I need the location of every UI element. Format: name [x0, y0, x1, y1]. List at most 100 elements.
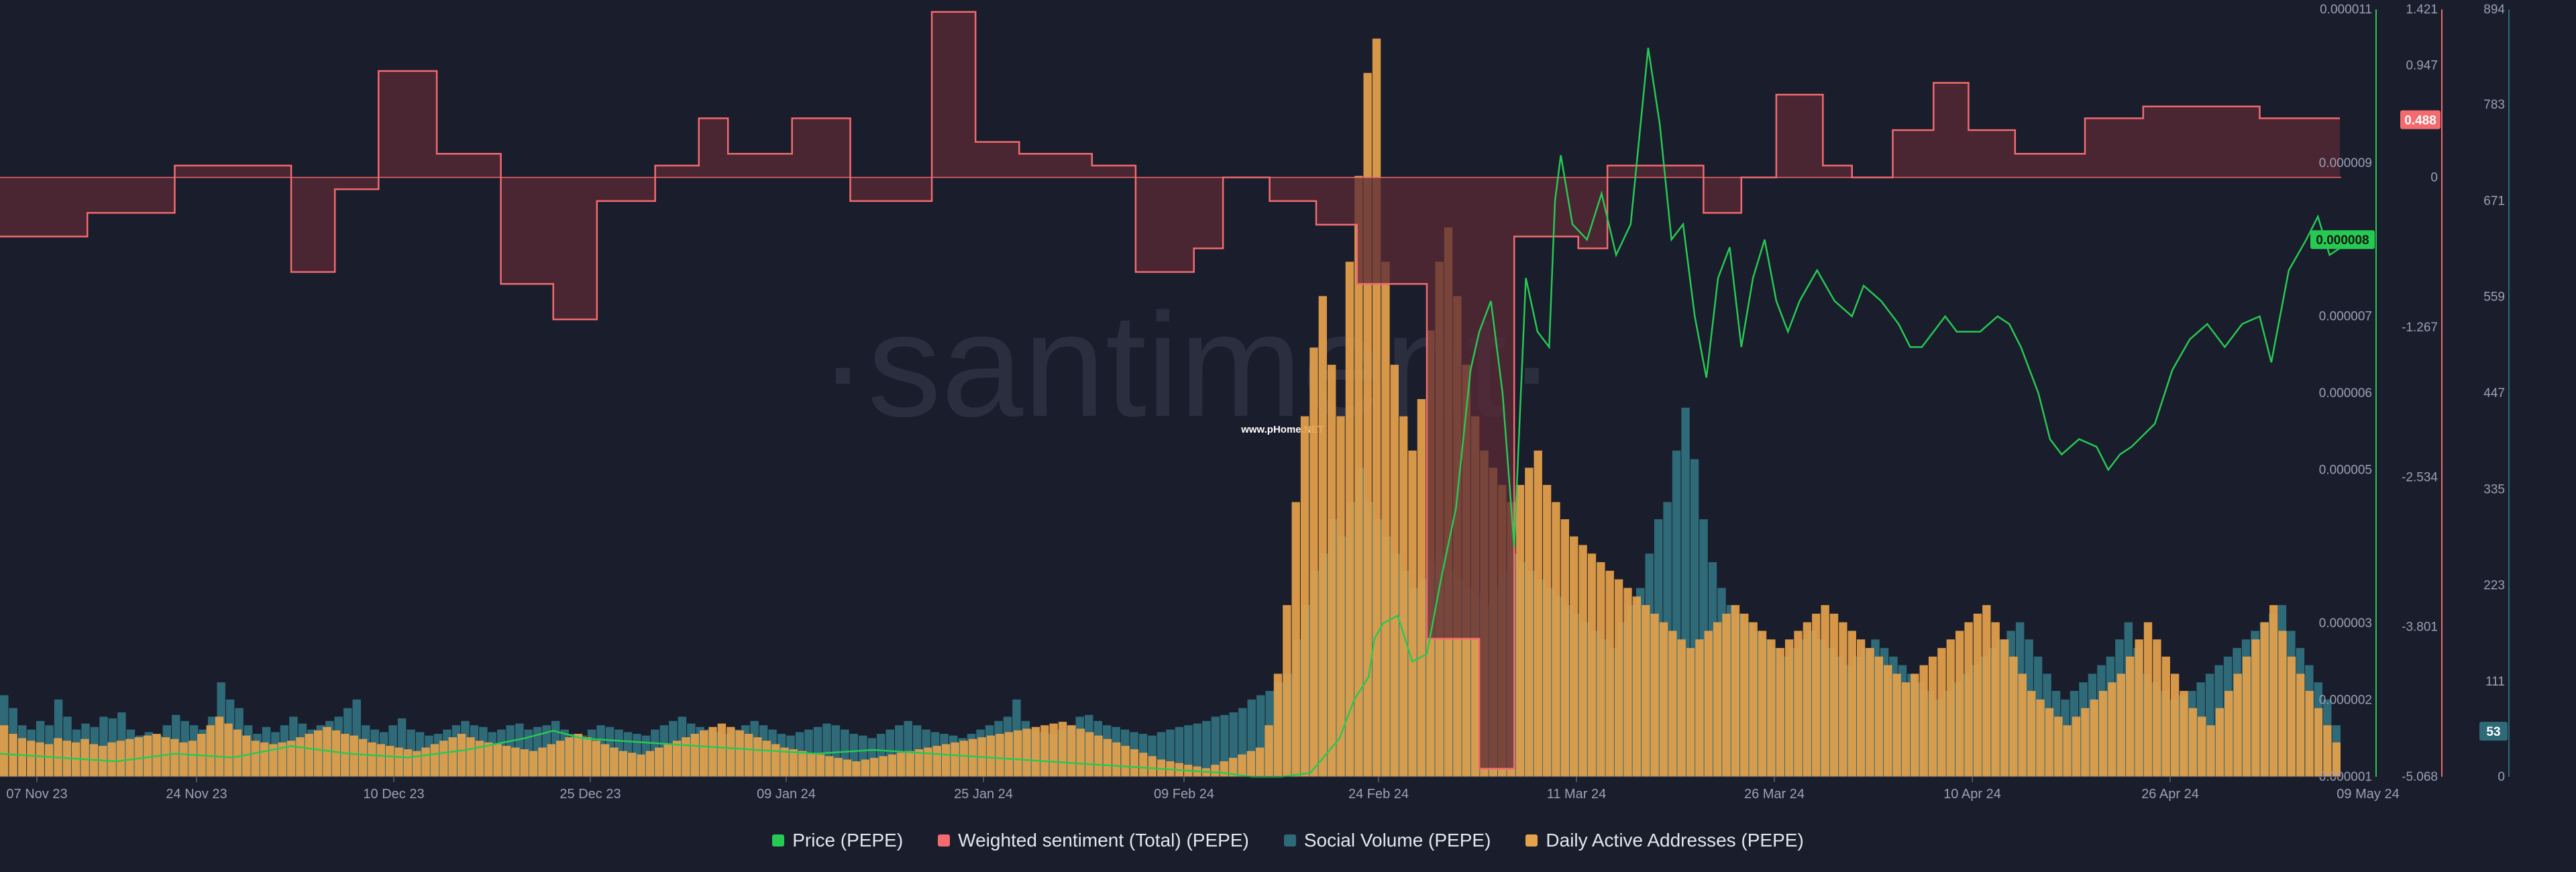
daily-active-addresses-bar: [690, 734, 699, 777]
daily-active-addresses-bar: [1076, 728, 1085, 777]
daily-active-addresses-bar: [475, 741, 484, 777]
daily-active-addresses-bar: [717, 723, 727, 777]
daily-active-addresses-bar: [1372, 38, 1381, 777]
daily-active-addresses-bar: [1381, 262, 1390, 777]
price-axis-tick: 0.000007: [2319, 310, 2372, 324]
daily-active-addresses-bar: [2090, 699, 2098, 777]
daily-active-addresses-bar: [1955, 631, 1964, 777]
daily-active-addresses-bar: [1067, 725, 1076, 777]
daily-active-addresses-bar: [834, 757, 843, 777]
daily-active-addresses-bar: [870, 757, 879, 777]
daily-active-addresses-bar: [278, 742, 286, 777]
daily-active-addresses-bar: [71, 742, 80, 777]
daily-active-addresses-bar: [520, 749, 529, 777]
daily-active-addresses-bar: [1345, 262, 1354, 777]
daily-active-addresses-bar: [2126, 656, 2135, 777]
daily-active-addresses-bar: [331, 730, 341, 777]
daily-active-addresses-bar: [1668, 631, 1677, 777]
daily-active-addresses-bar: [2000, 639, 2009, 777]
x-axis-tick: 07 Nov 23: [6, 787, 67, 802]
social-volume-bar: [1211, 716, 1220, 777]
chart-legend: Price (PEPE) Weighted sentiment (Total) …: [0, 824, 2576, 857]
daily-active-addresses-bar: [1094, 735, 1103, 777]
price-current-badge: [2310, 230, 2375, 250]
x-axis-tick: 09 Feb 24: [1154, 787, 1214, 802]
daily-active-addresses-bar: [645, 751, 655, 777]
daily-active-addresses-bar: [2305, 691, 2314, 777]
daily-active-addresses-bar: [2198, 716, 2206, 777]
sentiment-area: [0, 11, 2340, 769]
daily-active-addresses-bar: [1130, 749, 1139, 777]
daily-active-addresses-bar: [511, 747, 520, 777]
pepe-multi-series-chart: ·santiment· www.pHome.NET 0.0000110.0000…: [0, 3, 2510, 802]
volume-axis-tick: 223: [2483, 579, 2505, 593]
daily-active-addresses-bar: [1767, 639, 1776, 777]
daily-active-addresses-bar: [2332, 742, 2341, 777]
daily-active-addresses-bar: [2206, 725, 2215, 777]
daily-active-addresses-bar: [1650, 613, 1659, 777]
x-axis-tick: 24 Nov 23: [166, 787, 227, 802]
daily-active-addresses-bar: [924, 747, 932, 777]
price-axis-tick: 0.000002: [2319, 694, 2372, 708]
daily-active-addresses-bar: [1829, 613, 1839, 777]
daily-active-addresses-bar: [1991, 622, 2000, 777]
x-axis-tick: 24 Feb 24: [1348, 787, 1409, 802]
daily-active-addresses-bar: [1291, 502, 1300, 777]
daily-active-addresses-bar: [36, 742, 44, 777]
daily-active-addresses-bar: [224, 723, 233, 777]
daily-active-addresses-bar: [1085, 732, 1094, 777]
x-axis-tick: 26 Mar 24: [1744, 787, 1805, 802]
daily-active-addresses-bar: [1740, 613, 1749, 777]
daily-active-addresses-bar: [1390, 364, 1399, 777]
daily-active-addresses-bar: [538, 747, 547, 777]
legend-daa[interactable]: Daily Active Addresses (PEPE): [1525, 830, 1804, 851]
legend-label-daa: Daily Active Addresses (PEPE): [1546, 830, 1804, 851]
daily-active-addresses-bar: [1821, 605, 1829, 777]
daily-active-addresses-bar: [1354, 176, 1363, 777]
daily-active-addresses-bar: [2081, 708, 2090, 777]
volume-axis-tick: 894: [2483, 3, 2505, 17]
daily-active-addresses-bar: [0, 725, 9, 777]
price-axis-tick: 0.000003: [2319, 616, 2372, 631]
daily-active-addresses-bar: [1560, 519, 1570, 777]
legend-swatch-daa: [1525, 834, 1538, 847]
daily-active-addresses-bar: [413, 751, 421, 777]
daily-active-addresses-bar: [260, 742, 269, 777]
daily-active-addresses-bar: [1722, 613, 1731, 777]
daily-active-addresses-bar: [1749, 622, 1758, 777]
legend-swatch-price: [772, 834, 785, 847]
daily-active-addresses-bar: [2027, 691, 2036, 777]
daily-active-addresses-bar: [502, 745, 511, 777]
daily-active-addresses-bar: [466, 737, 475, 777]
daily-active-addresses-bar: [305, 734, 314, 777]
legend-price[interactable]: Price (PEPE): [772, 830, 903, 851]
daily-active-addresses-bar: [780, 747, 789, 777]
volume-axis-tick: 111: [2485, 675, 2505, 689]
daily-active-addresses-bar: [251, 741, 260, 777]
daily-active-addresses-bar: [2045, 708, 2054, 777]
daily-active-addresses-bar: [708, 726, 717, 777]
daily-active-addresses-bar: [1946, 639, 1955, 777]
daily-active-addresses-bar: [1139, 753, 1148, 777]
legend-sentiment[interactable]: Weighted sentiment (Total) (PEPE): [938, 830, 1249, 851]
daily-active-addresses-bar: [215, 716, 224, 777]
social-volume-bar: [1193, 723, 1202, 777]
daily-active-addresses-bar: [932, 745, 942, 777]
daily-active-addresses-bar: [789, 749, 798, 777]
daily-active-addresses-bar: [2161, 656, 2170, 777]
volume-axis-tick: 447: [2483, 386, 2505, 400]
daily-active-addresses-bar: [1713, 622, 1722, 777]
daily-active-addresses-bar: [1238, 754, 1246, 777]
sentiment-layer: [0, 11, 2341, 770]
daily-active-addresses-bar: [986, 735, 996, 777]
legend-social-volume[interactable]: Social Volume (PEPE): [1283, 830, 1491, 851]
daily-active-addresses-bar: [1803, 622, 1812, 777]
daily-active-addresses-bar: [1847, 631, 1856, 777]
daily-active-addresses-bar: [1758, 631, 1767, 777]
daily-active-addresses-bar: [2269, 605, 2278, 777]
daily-active-addresses-bar: [1704, 631, 1713, 777]
daily-active-addresses-bar: [1318, 296, 1328, 777]
daily-active-addresses-bar: [2180, 691, 2188, 777]
daily-active-addresses-bar: [1112, 742, 1121, 777]
